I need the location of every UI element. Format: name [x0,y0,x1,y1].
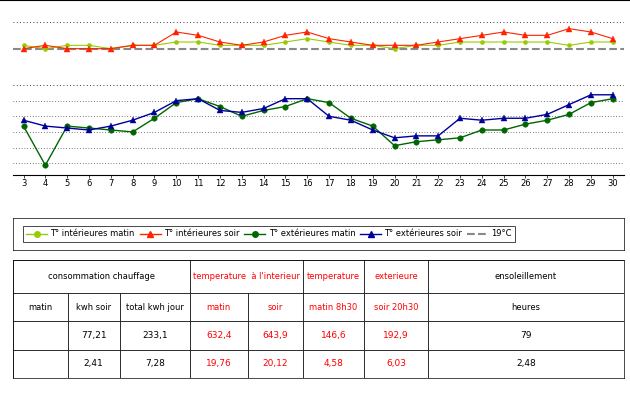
Bar [13,350,67,378]
Bar [364,350,428,378]
Bar [303,350,364,378]
Text: 79: 79 [520,331,532,340]
Text: matin: matin [207,303,231,312]
Text: 6,03: 6,03 [386,359,406,368]
Bar [303,293,364,321]
Bar [190,350,248,378]
Bar [190,260,303,293]
Text: exterieure: exterieure [374,272,418,281]
Bar [190,293,248,321]
Bar [364,260,428,293]
Text: 7,28: 7,28 [145,359,164,368]
Bar [248,350,303,378]
Bar [67,293,120,321]
Text: 192,9: 192,9 [383,331,409,340]
Bar [428,260,624,293]
Text: 643,9: 643,9 [263,331,288,340]
Text: temperature: temperature [307,272,360,281]
Bar [13,293,67,321]
Text: heures: heures [512,303,541,312]
Text: 2,41: 2,41 [84,359,103,368]
Bar [67,350,120,378]
Bar [120,350,190,378]
Bar [428,350,624,378]
Text: ensoleillement: ensoleillement [495,272,557,281]
Bar [364,293,428,321]
Bar [13,260,190,293]
Text: matin 8h30: matin 8h30 [309,303,358,312]
Text: 632,4: 632,4 [206,331,232,340]
Bar [248,321,303,350]
Bar [190,321,248,350]
Bar [13,321,67,350]
Bar [303,260,364,293]
Text: kwh soir: kwh soir [76,303,111,312]
Text: total kwh jour: total kwh jour [126,303,183,312]
Text: 146,6: 146,6 [321,331,347,340]
Legend: T° intérieures matin, T° intérieures soir, T° extérieures matin, T° extérieures : T° intérieures matin, T° intérieures soi… [23,226,515,242]
Bar [364,321,428,350]
Bar [303,321,364,350]
Bar [428,321,624,350]
Text: soir 20h30: soir 20h30 [374,303,418,312]
Bar [120,321,190,350]
Text: temperature  à l'interieur: temperature à l'interieur [193,272,300,281]
Text: 20,12: 20,12 [263,359,288,368]
Text: consommation chauffage: consommation chauffage [48,272,155,281]
Bar [67,321,120,350]
Text: 77,21: 77,21 [81,331,106,340]
Text: 2,48: 2,48 [516,359,535,368]
Text: soir: soir [268,303,283,312]
Bar [248,293,303,321]
Text: matin: matin [28,303,52,312]
Text: 19,76: 19,76 [206,359,232,368]
Text: 233,1: 233,1 [142,331,168,340]
Text: 4,58: 4,58 [323,359,343,368]
Bar [428,293,624,321]
Bar [120,293,190,321]
